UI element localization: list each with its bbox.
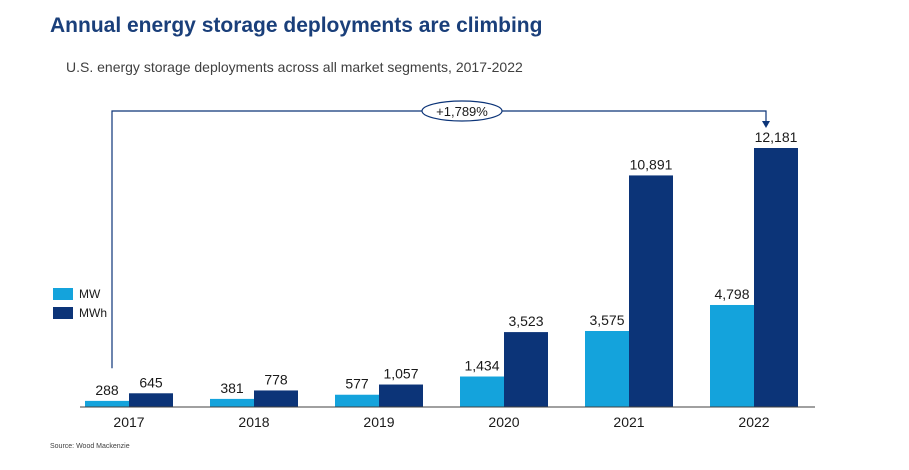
bar-mw-2020	[460, 376, 504, 407]
value-label-mwh-2021: 10,891	[630, 156, 673, 172]
bar-mw-2018	[210, 398, 254, 407]
x-tick-label-2019: 2019	[363, 414, 394, 430]
bar-mw-2019	[335, 394, 379, 407]
annotation-label: +1,789%	[436, 104, 488, 119]
value-label-mw-2018: 381	[220, 380, 244, 396]
x-tick-labels-group: 2017 2018 2019 2020 2021 2022	[113, 414, 769, 430]
value-label-mw-2022: 4,798	[714, 286, 749, 302]
value-label-mwh-2019: 1,057	[383, 366, 418, 382]
legend-swatch-mw	[53, 288, 73, 300]
value-label-mw-2019: 577	[345, 376, 369, 392]
annotation-arrow-icon	[762, 121, 770, 128]
bar-mwh-2019	[379, 384, 423, 407]
x-tick-label-2018: 2018	[238, 414, 269, 430]
bars-group	[85, 148, 798, 407]
x-tick-label-2022: 2022	[738, 414, 769, 430]
legend: MW MWh	[53, 287, 107, 320]
x-tick-label-2020: 2020	[488, 414, 519, 430]
chart-title: Annual energy storage deployments are cl…	[50, 14, 543, 37]
source-note: Source: Wood Mackenzie	[50, 443, 130, 450]
value-label-mwh-2018: 778	[264, 371, 288, 387]
bar-mw-2021	[585, 330, 629, 407]
bar-mwh-2022	[754, 148, 798, 407]
legend-swatch-mwh	[53, 307, 73, 319]
bar-mwh-2017	[129, 393, 173, 407]
value-label-mwh-2017: 645	[139, 374, 163, 390]
annotation-oval	[421, 100, 503, 122]
x-tick-label-2021: 2021	[613, 414, 644, 430]
value-label-mw-2020: 1,434	[464, 358, 499, 374]
value-label-mwh-2022: 12,181	[755, 129, 798, 145]
bar-mwh-2021	[629, 175, 673, 407]
bar-mwh-2018	[254, 390, 298, 407]
legend-label-mwh: MWh	[79, 306, 107, 320]
value-label-mwh-2020: 3,523	[508, 313, 543, 329]
chart-subtitle: U.S. energy storage deployments across a…	[66, 59, 523, 75]
value-label-mw-2021: 3,575	[589, 312, 624, 328]
x-tick-label-2017: 2017	[113, 414, 144, 430]
value-labels-group: 288 645 381 778 577 1,057 1,434 3,523 3,575 10,89…	[95, 129, 797, 398]
bar-mwh-2020	[504, 332, 548, 407]
bar-mw-2017	[85, 400, 129, 407]
value-label-mw-2017: 288	[95, 382, 119, 398]
legend-label-mw: MW	[79, 287, 101, 301]
bar-mw-2022	[710, 304, 754, 407]
growth-annotation: +1,789%	[111, 100, 770, 369]
